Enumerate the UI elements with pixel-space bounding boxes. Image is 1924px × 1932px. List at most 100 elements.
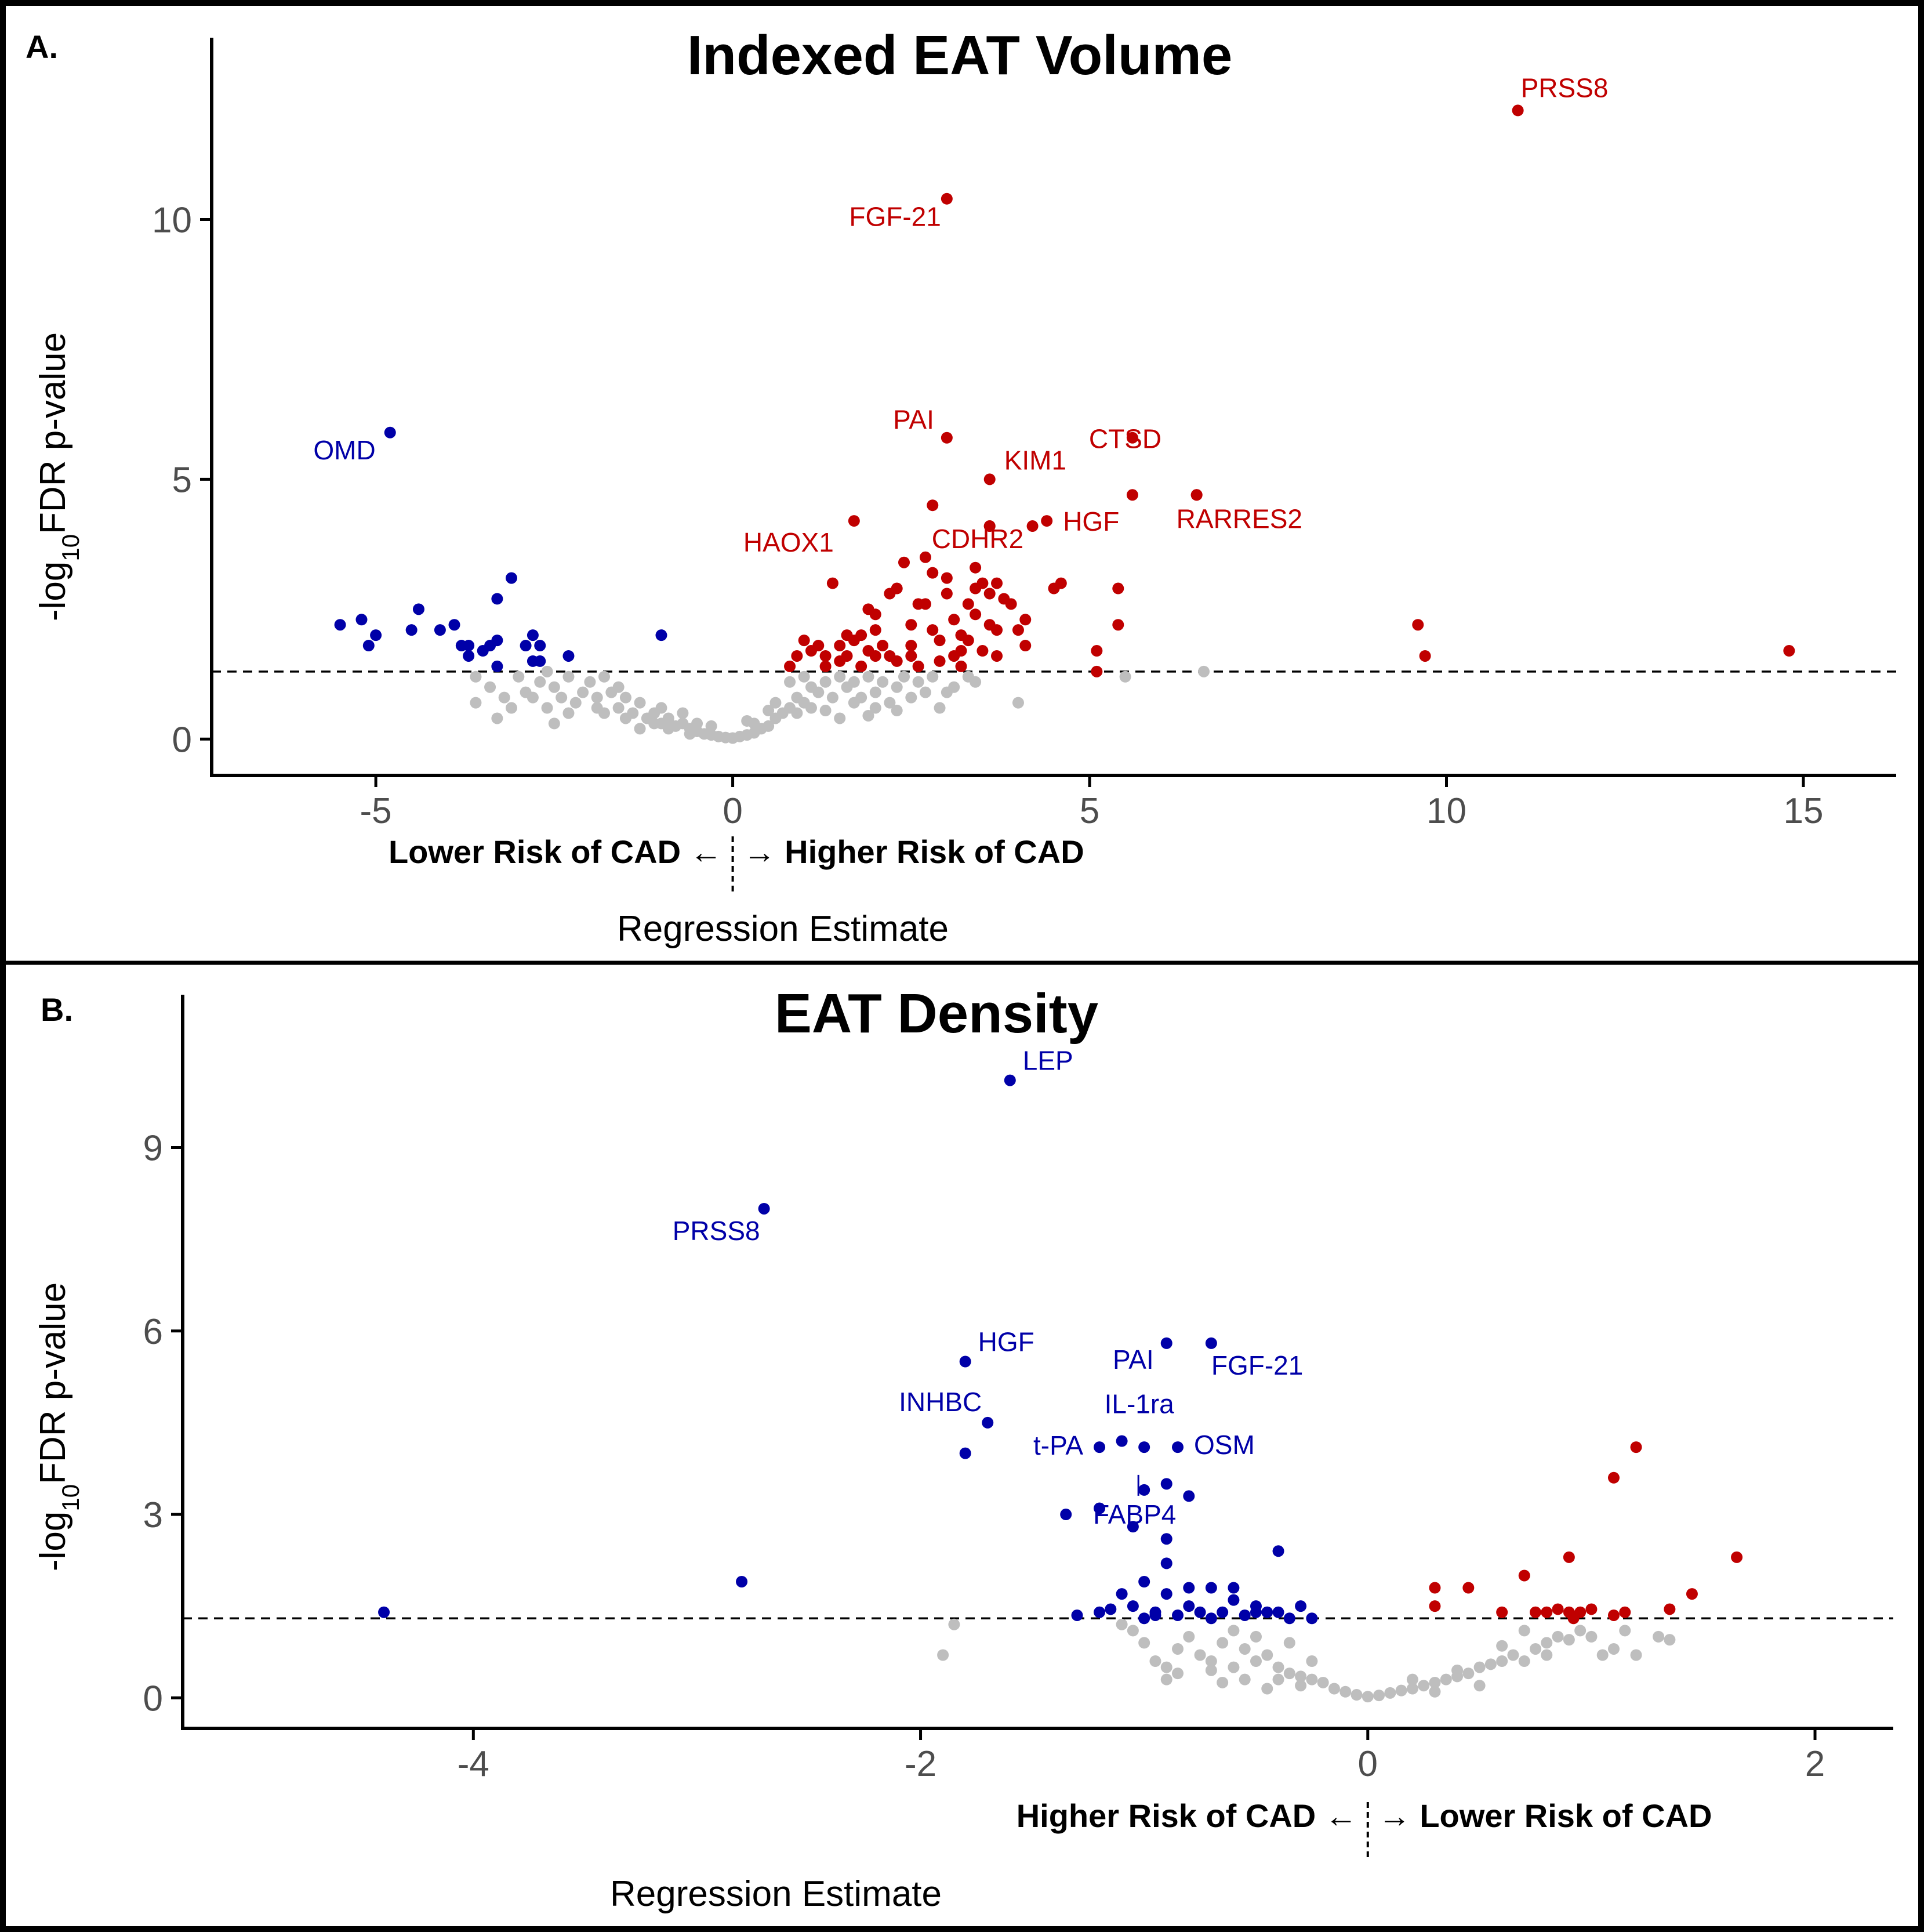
point-nonsignificant (898, 670, 910, 683)
point-nonsignificant (1596, 1649, 1609, 1661)
labeled-point (758, 1202, 770, 1215)
point-significant-positive (1607, 1609, 1620, 1621)
point-nonsignificant (612, 681, 625, 693)
point-nonsignificant (877, 676, 889, 688)
point-nonsignificant (970, 676, 982, 688)
point-significant-negative (1283, 1612, 1295, 1625)
point-nonsignificant (1574, 1625, 1587, 1637)
point-significant-positive (1091, 665, 1103, 677)
point-nonsignificant (798, 670, 810, 683)
point-significant-positive (834, 640, 846, 652)
point-significant-negative (448, 619, 460, 631)
point-significant-negative (1183, 1490, 1195, 1502)
x-tick-label: 10 (1426, 791, 1466, 831)
point-nonsignificant (1406, 1683, 1418, 1695)
point-nonsignificant (941, 686, 953, 698)
point-significant-positive (1585, 1603, 1598, 1615)
point-significant-negative (959, 1447, 971, 1459)
point-significant-negative (1105, 1603, 1117, 1615)
y-tick-label: 6 (143, 1312, 163, 1352)
point-nonsignificant (1317, 1676, 1329, 1688)
point-significant-positive (869, 650, 881, 662)
point-nonsignificant (905, 691, 917, 704)
point-nonsignificant (848, 676, 860, 688)
point-nonsignificant (1518, 1625, 1530, 1637)
point-label: OMD (313, 435, 375, 465)
point-significant-positive (784, 660, 796, 672)
point-label: FGF-21 (1211, 1350, 1303, 1380)
labeled-point (1116, 1435, 1128, 1447)
point-nonsignificant (1507, 1649, 1519, 1661)
point-significant-negative (378, 1606, 390, 1618)
point-nonsignificant (1217, 1676, 1229, 1688)
point-significant-positive (1048, 582, 1060, 595)
point-nonsignificant (1272, 1673, 1284, 1685)
point-significant-negative (370, 629, 382, 641)
point-significant-negative (1116, 1588, 1128, 1600)
point-significant-negative (463, 650, 475, 662)
point-significant-positive (948, 614, 960, 626)
point-significant-negative (534, 640, 546, 652)
point-nonsignificant (1496, 1640, 1508, 1652)
point-significant-negative (1272, 1545, 1284, 1557)
point-significant-positive (919, 598, 931, 610)
point-nonsignificant (919, 686, 931, 698)
point-significant-negative (463, 640, 475, 652)
point-nonsignificant (1127, 1625, 1139, 1637)
point-label: FABP4 (1093, 1499, 1176, 1529)
point-significant-negative (1183, 1582, 1195, 1594)
point-significant-positive (912, 660, 924, 672)
point-significant-positive (955, 645, 967, 657)
point-nonsignificant (826, 691, 838, 704)
point-nonsignificant (741, 715, 753, 727)
point-significant-positive (927, 624, 939, 636)
point-nonsignificant (562, 670, 575, 683)
point-significant-positive (1619, 1606, 1631, 1618)
y-ticks-a: 0 5 10 (152, 201, 212, 760)
point-nonsignificant (584, 676, 596, 688)
point-nonsignificant (834, 670, 846, 683)
point-nonsignificant (1473, 1680, 1486, 1692)
point-label: PAI (1113, 1344, 1154, 1375)
point-nonsignificant (634, 697, 646, 709)
point-nonsignificant (891, 705, 903, 717)
data-points-b (378, 1074, 1743, 1703)
x-tick-label: 5 (1080, 791, 1099, 831)
point-nonsignificant (819, 676, 832, 688)
point-significant-positive (841, 629, 853, 641)
point-label: HGF (1063, 506, 1119, 537)
point-nonsignificant (562, 707, 575, 719)
point-nonsignificant (1462, 1668, 1475, 1680)
point-nonsignificant (1149, 1655, 1161, 1668)
point-nonsignificant (662, 723, 674, 735)
point-nonsignificant (1585, 1630, 1598, 1643)
point-significant-positive (791, 650, 803, 662)
point-significant-positive (1112, 619, 1124, 631)
point-nonsignificant (1283, 1668, 1295, 1680)
point-significant-positive (919, 551, 931, 563)
point-nonsignificant (1228, 1625, 1240, 1637)
x-axis-label-a: Regression Estimate (617, 909, 949, 949)
point-nonsignificant (1451, 1664, 1464, 1676)
point-nonsignificant (1197, 665, 1210, 677)
point-nonsignificant (1272, 1661, 1284, 1673)
direction-right-a: → Higher Risk of CAD (743, 833, 1084, 870)
point-nonsignificant (763, 705, 775, 717)
point-significant-negative (1261, 1606, 1273, 1618)
point-nonsignificant (1119, 670, 1131, 683)
point-significant-negative (527, 629, 539, 641)
point-significant-negative (1217, 1606, 1229, 1618)
y-tick-label: 5 (172, 460, 192, 500)
point-significant-positive (869, 624, 881, 636)
x-ticks-b: -4 -2 0 2 (458, 1728, 1825, 1784)
point-significant-negative (1160, 1588, 1172, 1600)
x-tick-label: -4 (458, 1744, 489, 1784)
point-significant-negative (1071, 1609, 1083, 1621)
point-significant-positive (1563, 1551, 1575, 1563)
point-significant-positive (1005, 598, 1017, 610)
point-significant-positive (991, 650, 1003, 662)
point-nonsignificant (1116, 1618, 1128, 1630)
point-significant-negative (1228, 1594, 1240, 1606)
